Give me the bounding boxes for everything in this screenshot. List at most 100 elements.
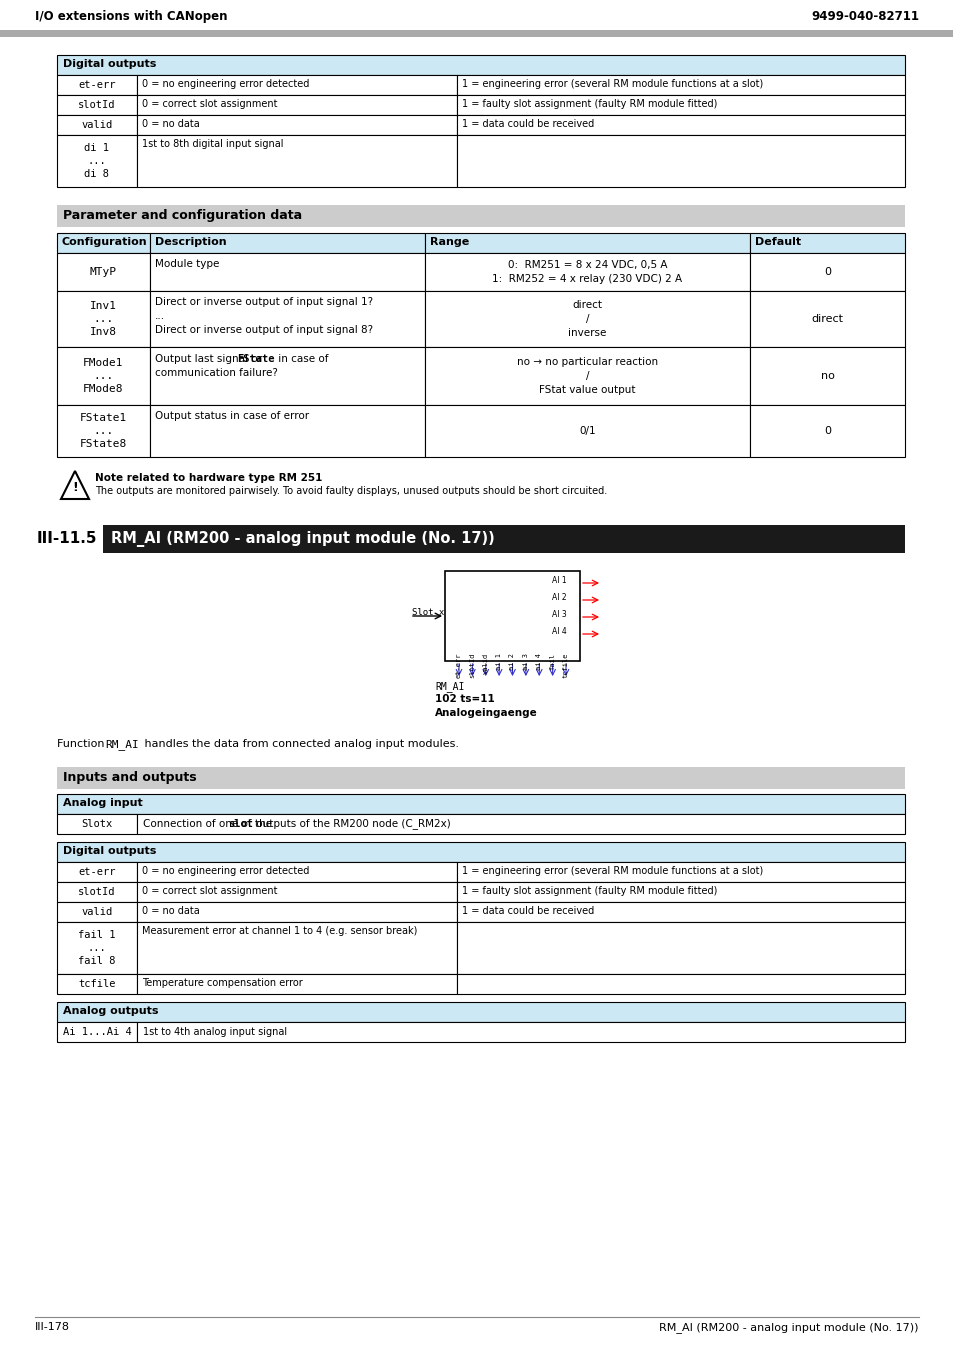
Text: no: no bbox=[820, 371, 834, 381]
Text: 0:  RM251 = 8 x 24 VDC, 0,5 A: 0: RM251 = 8 x 24 VDC, 0,5 A bbox=[507, 261, 666, 270]
Bar bbox=[150, 252, 424, 292]
Text: The outputs are monitored pairwisely. To avoid faulty displays, unused outputs s: The outputs are monitored pairwisely. To… bbox=[95, 486, 607, 495]
Bar bbox=[57, 794, 904, 814]
Text: et-err: et-err bbox=[78, 80, 115, 90]
Text: communication failure?: communication failure? bbox=[154, 369, 277, 378]
Bar bbox=[57, 252, 150, 292]
Text: Analog outputs: Analog outputs bbox=[63, 1006, 158, 1017]
Bar bbox=[57, 135, 137, 188]
Bar bbox=[57, 55, 904, 76]
Text: Parameter and configuration data: Parameter and configuration data bbox=[63, 209, 302, 221]
Bar bbox=[0, 30, 953, 36]
Bar bbox=[57, 863, 137, 882]
Text: FState1: FState1 bbox=[80, 413, 127, 423]
Bar bbox=[35, 525, 103, 553]
Text: Connection of one of the: Connection of one of the bbox=[143, 819, 275, 829]
Bar bbox=[137, 902, 456, 922]
Bar bbox=[424, 234, 749, 252]
Text: slotId: slotId bbox=[469, 653, 475, 679]
Bar bbox=[456, 863, 904, 882]
Bar bbox=[57, 902, 137, 922]
Text: handles the data from connected analog input modules.: handles the data from connected analog i… bbox=[141, 738, 458, 749]
Text: 1st to 8th digital input signal: 1st to 8th digital input signal bbox=[142, 139, 283, 148]
Text: RM_AI (RM200 - analog input module (No. 17)): RM_AI (RM200 - analog input module (No. … bbox=[659, 1322, 918, 1332]
Text: 1 = faulty slot assignment (faulty RM module fitted): 1 = faulty slot assignment (faulty RM mo… bbox=[461, 99, 717, 109]
Text: 1 = faulty slot assignment (faulty RM module fitted): 1 = faulty slot assignment (faulty RM mo… bbox=[461, 886, 717, 896]
Bar bbox=[749, 292, 904, 347]
Bar bbox=[137, 135, 456, 188]
Text: FState8: FState8 bbox=[80, 439, 127, 450]
Text: I/O extensions with CANopen: I/O extensions with CANopen bbox=[35, 9, 227, 23]
Text: Function: Function bbox=[57, 738, 108, 749]
Text: slot: slot bbox=[228, 819, 253, 829]
Text: ...: ... bbox=[93, 427, 113, 436]
Text: RM_AI: RM_AI bbox=[435, 680, 464, 693]
Text: 0 = no engineering error detected: 0 = no engineering error detected bbox=[142, 865, 309, 876]
Bar bbox=[150, 347, 424, 405]
Text: RM_AI (RM200 - analog input module (No. 17)): RM_AI (RM200 - analog input module (No. … bbox=[111, 531, 495, 547]
Text: 1 = engineering error (several RM module functions at a slot): 1 = engineering error (several RM module… bbox=[461, 865, 762, 876]
Text: valid: valid bbox=[81, 907, 112, 917]
Text: tcfile: tcfile bbox=[562, 653, 568, 679]
Text: 1 = engineering error (several RM module functions at a slot): 1 = engineering error (several RM module… bbox=[461, 80, 762, 89]
Bar bbox=[137, 973, 456, 994]
Bar bbox=[0, 0, 953, 32]
Text: ...: ... bbox=[93, 371, 113, 381]
Bar bbox=[749, 252, 904, 292]
Text: Slot x: Slot x bbox=[412, 608, 444, 617]
Text: di 8: di 8 bbox=[85, 169, 110, 180]
Bar bbox=[57, 1022, 137, 1042]
Bar bbox=[424, 292, 749, 347]
Bar bbox=[150, 405, 424, 458]
Bar bbox=[137, 1022, 904, 1042]
Text: direct: direct bbox=[572, 300, 602, 310]
Text: Inv1: Inv1 bbox=[90, 301, 117, 310]
Bar bbox=[137, 115, 456, 135]
Bar bbox=[137, 76, 456, 95]
Text: Slotx: Slotx bbox=[81, 819, 112, 829]
Bar bbox=[57, 922, 137, 973]
Bar bbox=[137, 922, 456, 973]
Text: valid: valid bbox=[482, 653, 488, 674]
Text: et-err: et-err bbox=[456, 653, 461, 679]
Text: Analogeingaenge: Analogeingaenge bbox=[435, 707, 537, 718]
Bar bbox=[57, 347, 150, 405]
Text: 1:  RM252 = 4 x relay (230 VDC) 2 A: 1: RM252 = 4 x relay (230 VDC) 2 A bbox=[492, 274, 681, 284]
Text: RM_AI: RM_AI bbox=[105, 738, 138, 749]
Text: fail 1: fail 1 bbox=[78, 930, 115, 940]
Text: Output last signal or: Output last signal or bbox=[154, 354, 265, 364]
Text: Inputs and outputs: Inputs and outputs bbox=[63, 771, 196, 784]
Bar bbox=[57, 95, 137, 115]
Text: ...: ... bbox=[93, 315, 113, 324]
Bar bbox=[57, 814, 137, 834]
Text: AI 1: AI 1 bbox=[552, 576, 566, 585]
Text: FStat value output: FStat value output bbox=[538, 385, 635, 396]
Text: fail: fail bbox=[549, 653, 555, 670]
Bar bbox=[57, 115, 137, 135]
Text: valid: valid bbox=[81, 120, 112, 130]
Text: /: / bbox=[585, 315, 589, 324]
Text: Direct or inverse output of input signal 1?: Direct or inverse output of input signal… bbox=[154, 297, 373, 306]
Text: Direct or inverse output of input signal 8?: Direct or inverse output of input signal… bbox=[154, 325, 373, 335]
Bar bbox=[57, 1002, 904, 1022]
Text: Description: Description bbox=[154, 238, 227, 247]
Bar bbox=[57, 973, 137, 994]
Bar bbox=[137, 882, 456, 902]
Text: slotId: slotId bbox=[78, 887, 115, 896]
Text: Module type: Module type bbox=[154, 259, 219, 269]
Bar bbox=[424, 252, 749, 292]
Text: 0: 0 bbox=[823, 427, 830, 436]
Text: 0 = no engineering error detected: 0 = no engineering error detected bbox=[142, 80, 309, 89]
Text: Output status in case of error: Output status in case of error bbox=[154, 410, 309, 421]
Text: 0/1: 0/1 bbox=[578, 427, 596, 436]
Text: 1 = data could be received: 1 = data could be received bbox=[461, 119, 594, 130]
Text: Note related to hardware type RM 251: Note related to hardware type RM 251 bbox=[95, 472, 322, 483]
Text: 9499-040-82711: 9499-040-82711 bbox=[810, 9, 918, 23]
Text: Analog input: Analog input bbox=[63, 798, 143, 809]
Bar bbox=[424, 347, 749, 405]
Bar bbox=[57, 234, 150, 252]
Text: Digital outputs: Digital outputs bbox=[63, 846, 156, 856]
Text: fail 8: fail 8 bbox=[78, 956, 115, 967]
Text: in case of: in case of bbox=[274, 354, 328, 364]
Bar bbox=[424, 405, 749, 458]
